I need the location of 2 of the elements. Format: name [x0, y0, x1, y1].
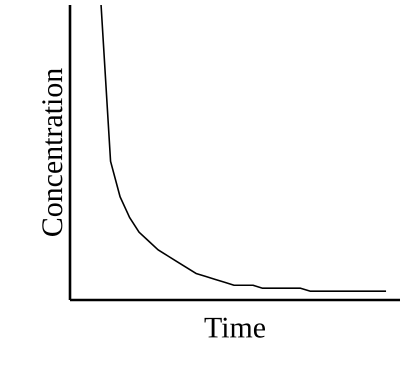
y-axis-title: Concentration [42, 68, 62, 236]
x-axis-title: Time [204, 318, 265, 338]
